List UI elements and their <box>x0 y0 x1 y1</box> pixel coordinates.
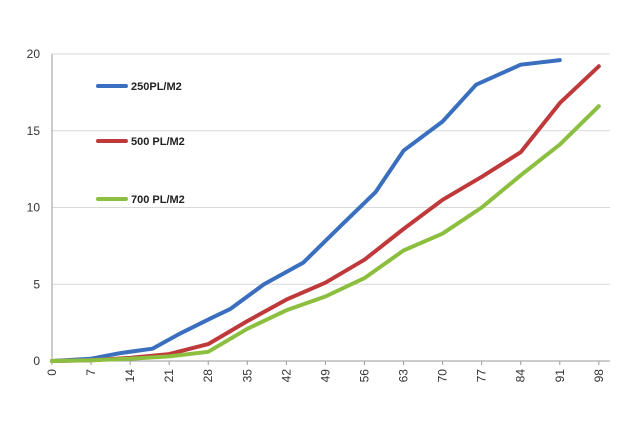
x-tick-label: 0 <box>45 369 59 376</box>
x-tick-label: 84 <box>514 369 528 383</box>
x-tick-label: 35 <box>240 369 254 383</box>
y-tick-label: 15 <box>27 124 41 138</box>
x-tick-label: 56 <box>357 369 371 383</box>
x-tick-label: 77 <box>475 369 489 383</box>
series-line-1 <box>50 58 562 363</box>
x-tick-label: 70 <box>436 369 450 383</box>
x-tick-label: 14 <box>123 369 137 383</box>
x-tick-labels: 0 7 14 21 28 35 42 49 56 63 70 77 84 91 98 <box>45 369 606 383</box>
x-tick-label: 21 <box>162 369 176 383</box>
series-line-3 <box>50 104 601 363</box>
series-line-2 <box>50 64 601 363</box>
y-tick-label: 0 <box>33 354 40 368</box>
y-tick-label: 5 <box>33 277 40 291</box>
x-tick-label: 7 <box>84 369 98 376</box>
legend-label-2: 500 PL/M2 <box>131 136 185 148</box>
legend-label-3: 700 PL/M2 <box>131 194 185 206</box>
y-tick-label: 10 <box>27 201 41 215</box>
gridlines <box>52 53 610 285</box>
x-tick-label: 49 <box>318 369 332 383</box>
y-tick-label: 20 <box>27 47 41 61</box>
x-tick-label: 63 <box>397 369 411 383</box>
x-tick-label: 42 <box>279 369 293 383</box>
x-tick-label: 28 <box>201 369 215 383</box>
legend: 250PL/M2 500 PL/M2 700 PL/M2 <box>96 81 185 206</box>
x-tick-label: 98 <box>592 369 606 383</box>
series-lines <box>50 58 601 363</box>
y-tick-labels: 0 5 10 15 20 <box>27 47 41 368</box>
axes <box>51 54 610 365</box>
legend-label-1: 250PL/M2 <box>131 81 182 93</box>
x-tick-label: 91 <box>553 369 567 383</box>
